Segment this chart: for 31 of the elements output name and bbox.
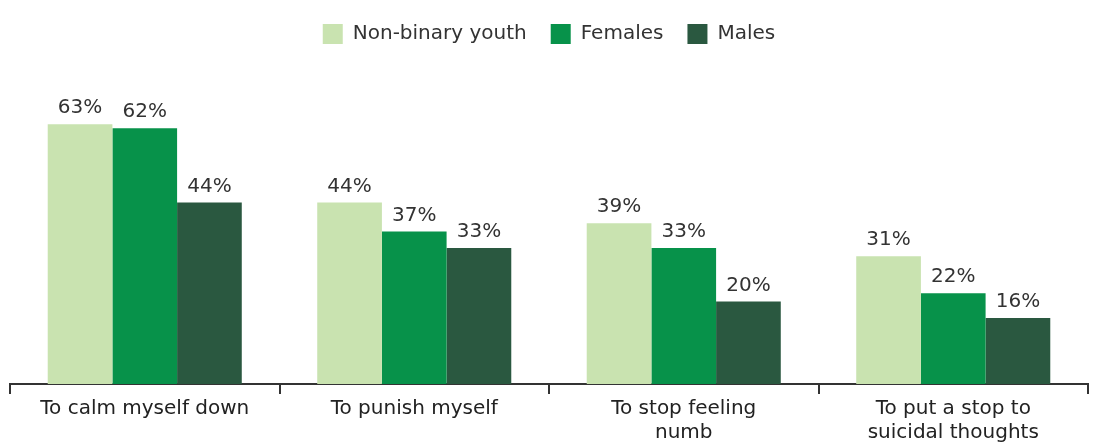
data-label: 16% [995,288,1041,313]
data-label: 31% [866,226,911,251]
x-tick-label: To calm myself down [39,395,250,420]
bar [381,231,447,384]
data-label: 33% [456,218,502,243]
bar [985,318,1051,384]
data-label: 37% [392,201,437,226]
bar [112,128,178,384]
bar [716,301,781,384]
x-tick-label: To punish myself [329,395,499,420]
bar [446,247,512,384]
x-tick-label: To put a stop to suicidal thoughts [867,395,1039,444]
legend-label: Females [580,20,664,45]
data-label: 22% [931,263,976,288]
data-label: 44% [187,172,232,197]
legend-label: Non-binary youth [352,20,527,45]
data-label: 62% [122,98,167,123]
bar [177,202,242,384]
bar [920,293,986,384]
legend-label: Males [717,20,776,45]
bar [47,124,113,384]
bar [586,223,652,384]
data-label: 20% [726,271,771,296]
data-label: 44% [327,172,372,197]
bar [317,202,382,384]
x-tick-label: To stop feeling numb [610,395,757,444]
data-label: 33% [661,218,706,243]
bar [651,247,717,384]
data-label: 63% [57,94,103,119]
bar [856,256,921,384]
data-label: 39% [596,193,642,218]
